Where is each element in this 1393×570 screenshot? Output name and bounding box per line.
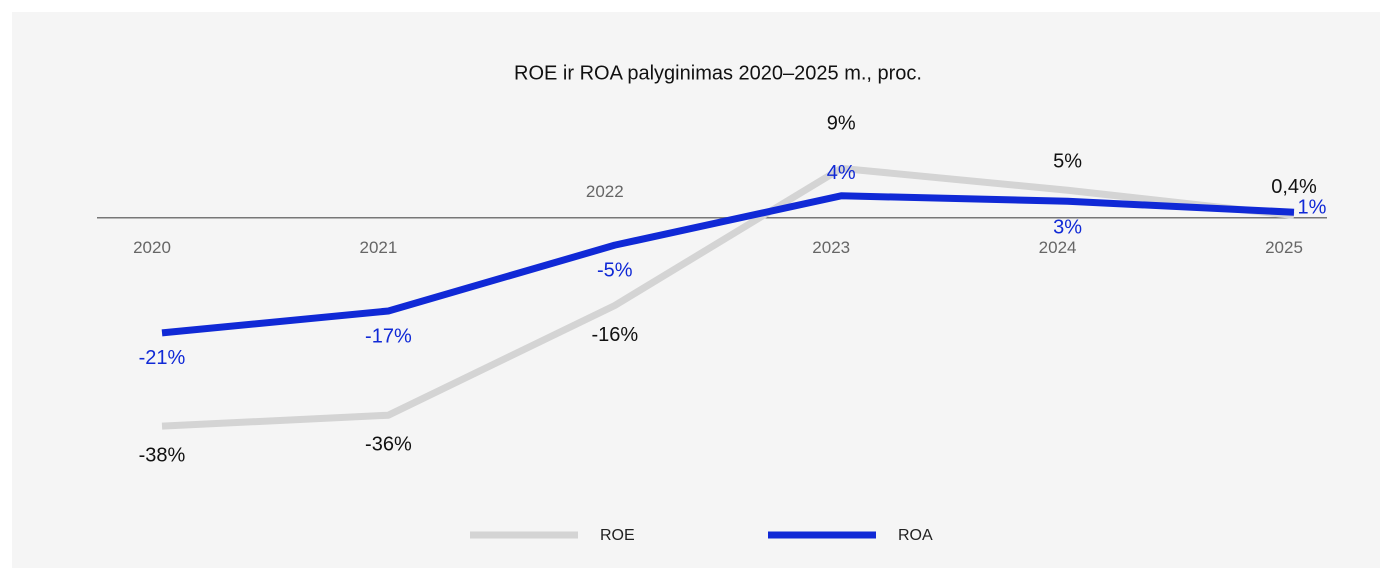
series-line <box>161 192 1295 337</box>
x-tick-label: 2020 <box>133 238 171 257</box>
x-tick-label: 2024 <box>1039 238 1077 257</box>
data-label: -36% <box>365 433 412 455</box>
data-label: -21% <box>139 347 186 369</box>
data-label: -16% <box>591 324 638 346</box>
data-label: 4% <box>827 162 856 184</box>
data-label: 1% <box>1298 197 1327 219</box>
data-label: -38% <box>139 444 186 466</box>
data-label: 0,4% <box>1271 176 1317 198</box>
chart-background <box>12 12 1380 568</box>
x-tick-label: 2022 <box>586 182 624 201</box>
legend-label: ROA <box>898 527 933 544</box>
data-label: -5% <box>597 259 633 281</box>
x-tick-label: 2021 <box>359 238 397 257</box>
legend-label: ROE <box>600 527 635 544</box>
data-label: 3% <box>1053 217 1082 239</box>
data-label: -17% <box>365 325 412 347</box>
chart-title: ROE ir ROA palyginimas 2020–2025 m., pro… <box>514 62 922 84</box>
data-label: 5% <box>1053 151 1082 173</box>
x-tick-label: 2023 <box>812 238 850 257</box>
data-label: 9% <box>827 113 856 135</box>
series-line <box>161 164 1295 430</box>
x-tick-label: 2025 <box>1265 238 1303 257</box>
